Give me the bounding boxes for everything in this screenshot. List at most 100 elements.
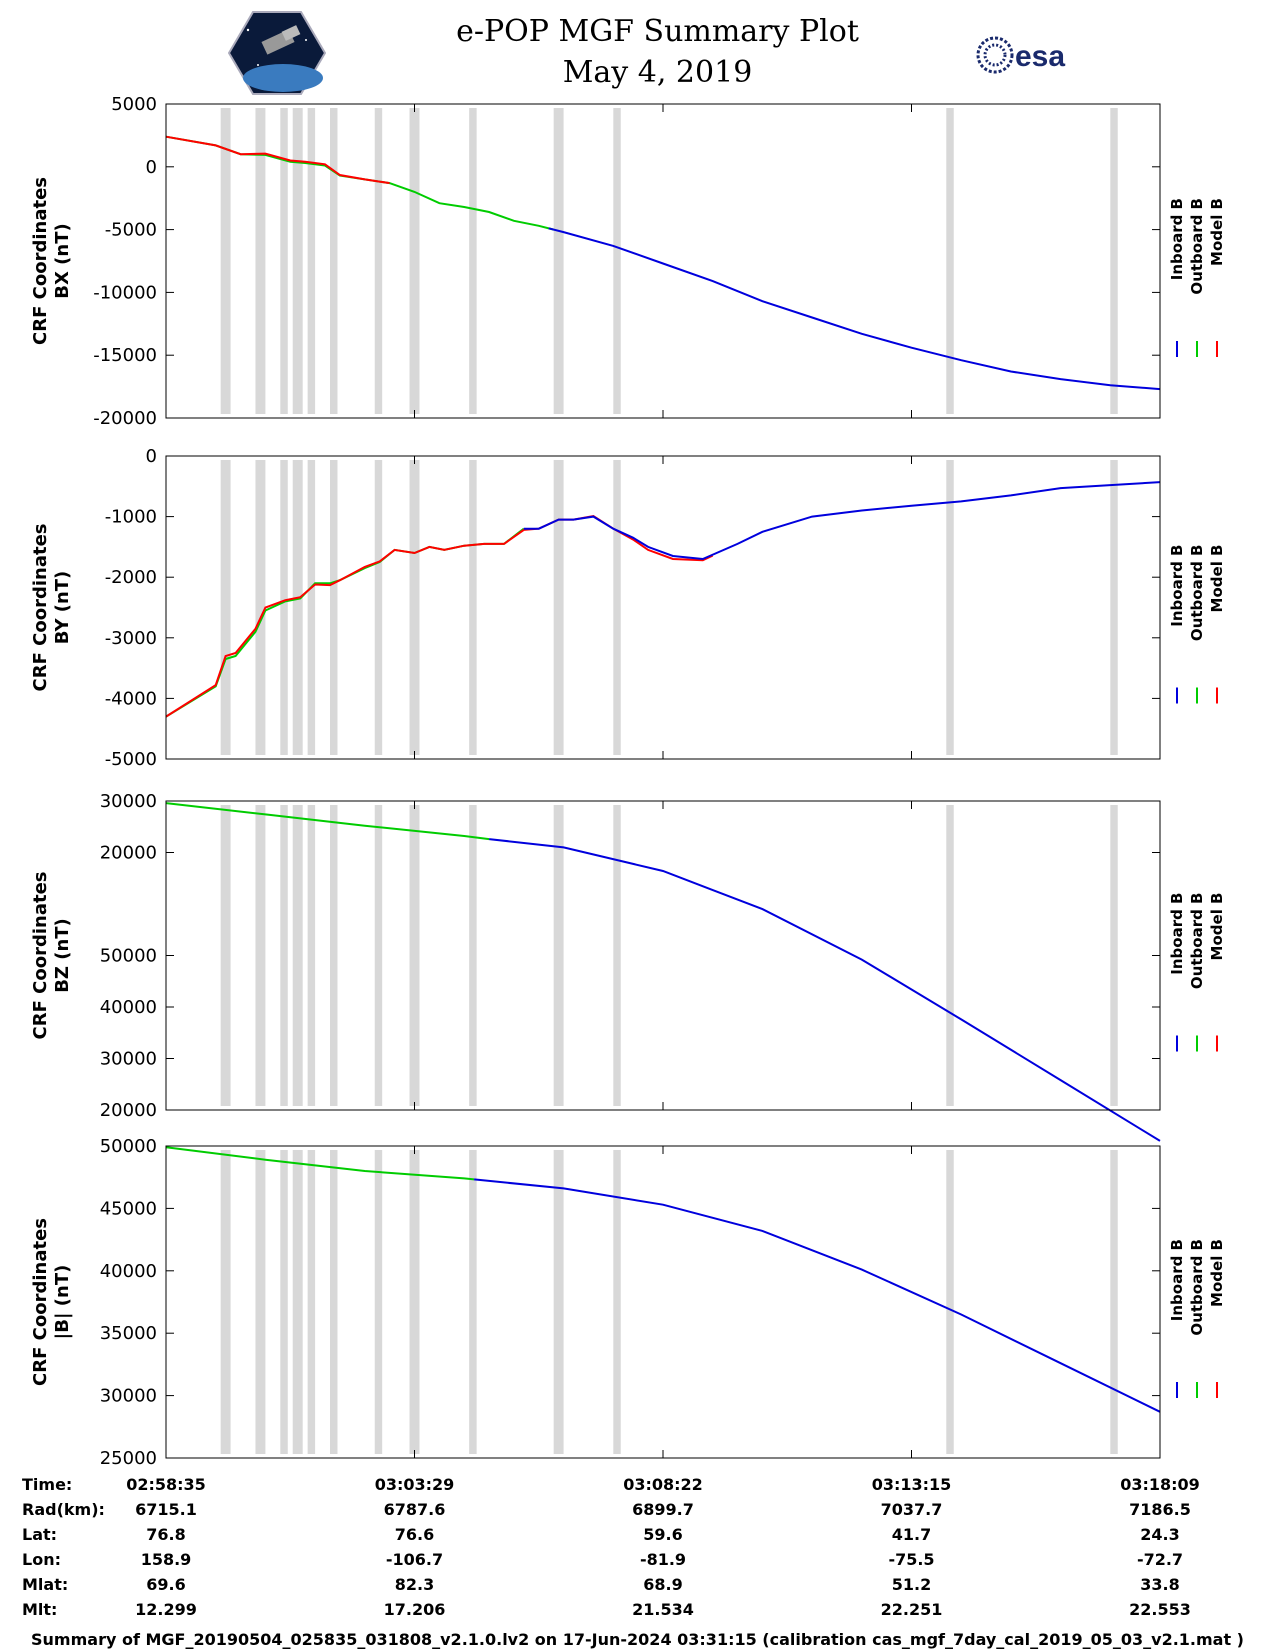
- y-tick-label: -4000: [105, 688, 157, 709]
- data-gap-band: [613, 460, 621, 755]
- data-gap-band: [330, 805, 338, 1106]
- data-gap-band: [946, 108, 954, 414]
- data-gap-band: [409, 108, 420, 414]
- table-cell: 22.553: [1129, 1600, 1191, 1619]
- y-tick-label: 5000: [111, 94, 157, 115]
- y-tick-label: 20000: [100, 1100, 157, 1121]
- legend-label: Outboard B: [1188, 893, 1206, 990]
- data-gap-band: [255, 108, 266, 414]
- table-cell: -106.7: [385, 1550, 444, 1569]
- y-tick-label: 40000: [100, 997, 157, 1018]
- data-gap-band: [1110, 805, 1118, 1106]
- data-gap-band: [946, 1150, 954, 1454]
- data-gap-band: [255, 460, 266, 755]
- table-cell: 6715.1: [135, 1500, 197, 1519]
- table-cell: 33.8: [1140, 1575, 1180, 1594]
- y-tick-label: 30000: [100, 1386, 157, 1407]
- table-cell: 03:08:22: [623, 1475, 703, 1494]
- series-line-inboard-b: [523, 481, 1161, 561]
- table-row-label: Lon:: [22, 1550, 61, 1569]
- y-axis-label-line2: BZ (nT): [52, 918, 73, 993]
- table-cell: -81.9: [639, 1550, 687, 1569]
- plot-frame: [165, 1145, 1161, 1459]
- series-line-inboard-b: [473, 1178, 1161, 1413]
- data-gap-band: [330, 108, 338, 414]
- data-gap-band: [220, 1150, 231, 1454]
- y-tick-label: -10000: [93, 282, 157, 303]
- series-line-model-b: [165, 514, 714, 718]
- legend-label: Model B: [1208, 545, 1226, 613]
- table-cell: 02:58:35: [126, 1475, 206, 1494]
- data-gap-band: [292, 108, 303, 414]
- panel-3: 30000 20000 50000 40000 30000 20000 CRF Coordi…: [30, 791, 1226, 1142]
- table-cell: -75.5: [888, 1550, 935, 1569]
- y-tick-label: 25000: [100, 1448, 157, 1469]
- data-gap-band: [553, 108, 564, 414]
- y-tick-label: 0: [146, 157, 157, 178]
- panel-4: 50000 45000 40000 35000 30000 25000 CRF Coordi…: [30, 1136, 1226, 1469]
- table-cell: 41.7: [891, 1525, 932, 1544]
- table-cell: 69.6: [146, 1575, 186, 1594]
- data-gap-band: [220, 108, 231, 414]
- table-cell: -72.7: [1136, 1550, 1184, 1569]
- table-cell: 22.251: [880, 1600, 943, 1619]
- data-gap-band: [946, 460, 954, 755]
- data-gap-band: [280, 805, 288, 1106]
- y-tick-label: 35000: [100, 1323, 157, 1344]
- table-cell: 03:13:15: [871, 1475, 952, 1494]
- table-cell: 6899.7: [632, 1500, 694, 1519]
- data-gap-band: [469, 460, 477, 755]
- data-gap-band: [292, 460, 303, 755]
- y-tick-label: -3000: [105, 628, 157, 649]
- table-cell: 12.299: [135, 1600, 197, 1619]
- plot-frame: [165, 455, 1161, 760]
- series-line-outboard-b: [165, 1146, 475, 1181]
- data-gap-band: [280, 1150, 288, 1454]
- data-gap-band: [255, 1150, 266, 1454]
- legend-label: Inboard B: [1168, 198, 1186, 280]
- data-gap-band: [469, 1150, 477, 1454]
- table-cell: 76.8: [146, 1525, 186, 1544]
- table-cell: 82.3: [394, 1575, 435, 1594]
- y-tick-label: 20000: [100, 843, 157, 864]
- y-axis-label-line2: BY (nT): [52, 571, 73, 645]
- data-gap-band: [220, 805, 231, 1106]
- plot-frame: [165, 800, 1161, 1111]
- table-cell: 59.6: [643, 1525, 683, 1544]
- table-cell: 21.534: [632, 1600, 694, 1619]
- table-cell: 76.6: [394, 1525, 435, 1544]
- panel-2: 0 -1000 -2000 -3000 -4000 -5000 CRF Coordinate…: [30, 446, 1226, 770]
- table-row-label: Mlt:: [22, 1600, 58, 1619]
- data-gap-band: [553, 1150, 564, 1454]
- esa-logo-icon: esa: [976, 36, 1065, 74]
- data-gap-band: [469, 108, 477, 414]
- data-gap-band: [409, 1150, 420, 1454]
- page-date: May 4, 2019: [562, 55, 753, 90]
- table-cell: 03:18:09: [1120, 1475, 1200, 1494]
- esa-logo-text: esa: [1015, 40, 1065, 73]
- legend-label: Outboard B: [1188, 545, 1206, 642]
- y-axis-label-line1: CRF Coordinates: [30, 872, 51, 1040]
- data-gap-band: [280, 460, 288, 755]
- table-cell: 68.9: [643, 1575, 683, 1594]
- table-cell: 6787.6: [383, 1500, 446, 1519]
- data-gap-band: [409, 805, 420, 1106]
- y-tick-label: -15000: [93, 345, 157, 366]
- data-gap-band: [292, 1150, 303, 1454]
- data-gap-band: [1110, 460, 1118, 755]
- y-tick-label: 50000: [100, 1136, 157, 1157]
- table-cell: 17.206: [383, 1600, 446, 1619]
- table-row-label: Rad(km):: [22, 1500, 105, 1519]
- y-tick-label: 0: [146, 446, 157, 467]
- series-line-outboard-b: [165, 802, 490, 841]
- table-cell: 51.2: [891, 1575, 932, 1594]
- legend-label: Model B: [1208, 198, 1226, 266]
- table-cell: 24.3: [1140, 1525, 1180, 1544]
- series-line-inboard-b: [548, 227, 1161, 391]
- y-tick-label: 45000: [100, 1198, 157, 1219]
- legend-label: Outboard B: [1188, 198, 1206, 295]
- data-gap-band: [409, 460, 420, 755]
- data-gap-band: [553, 460, 564, 755]
- data-gap-band: [374, 1150, 383, 1454]
- y-tick-label: -20000: [93, 408, 157, 429]
